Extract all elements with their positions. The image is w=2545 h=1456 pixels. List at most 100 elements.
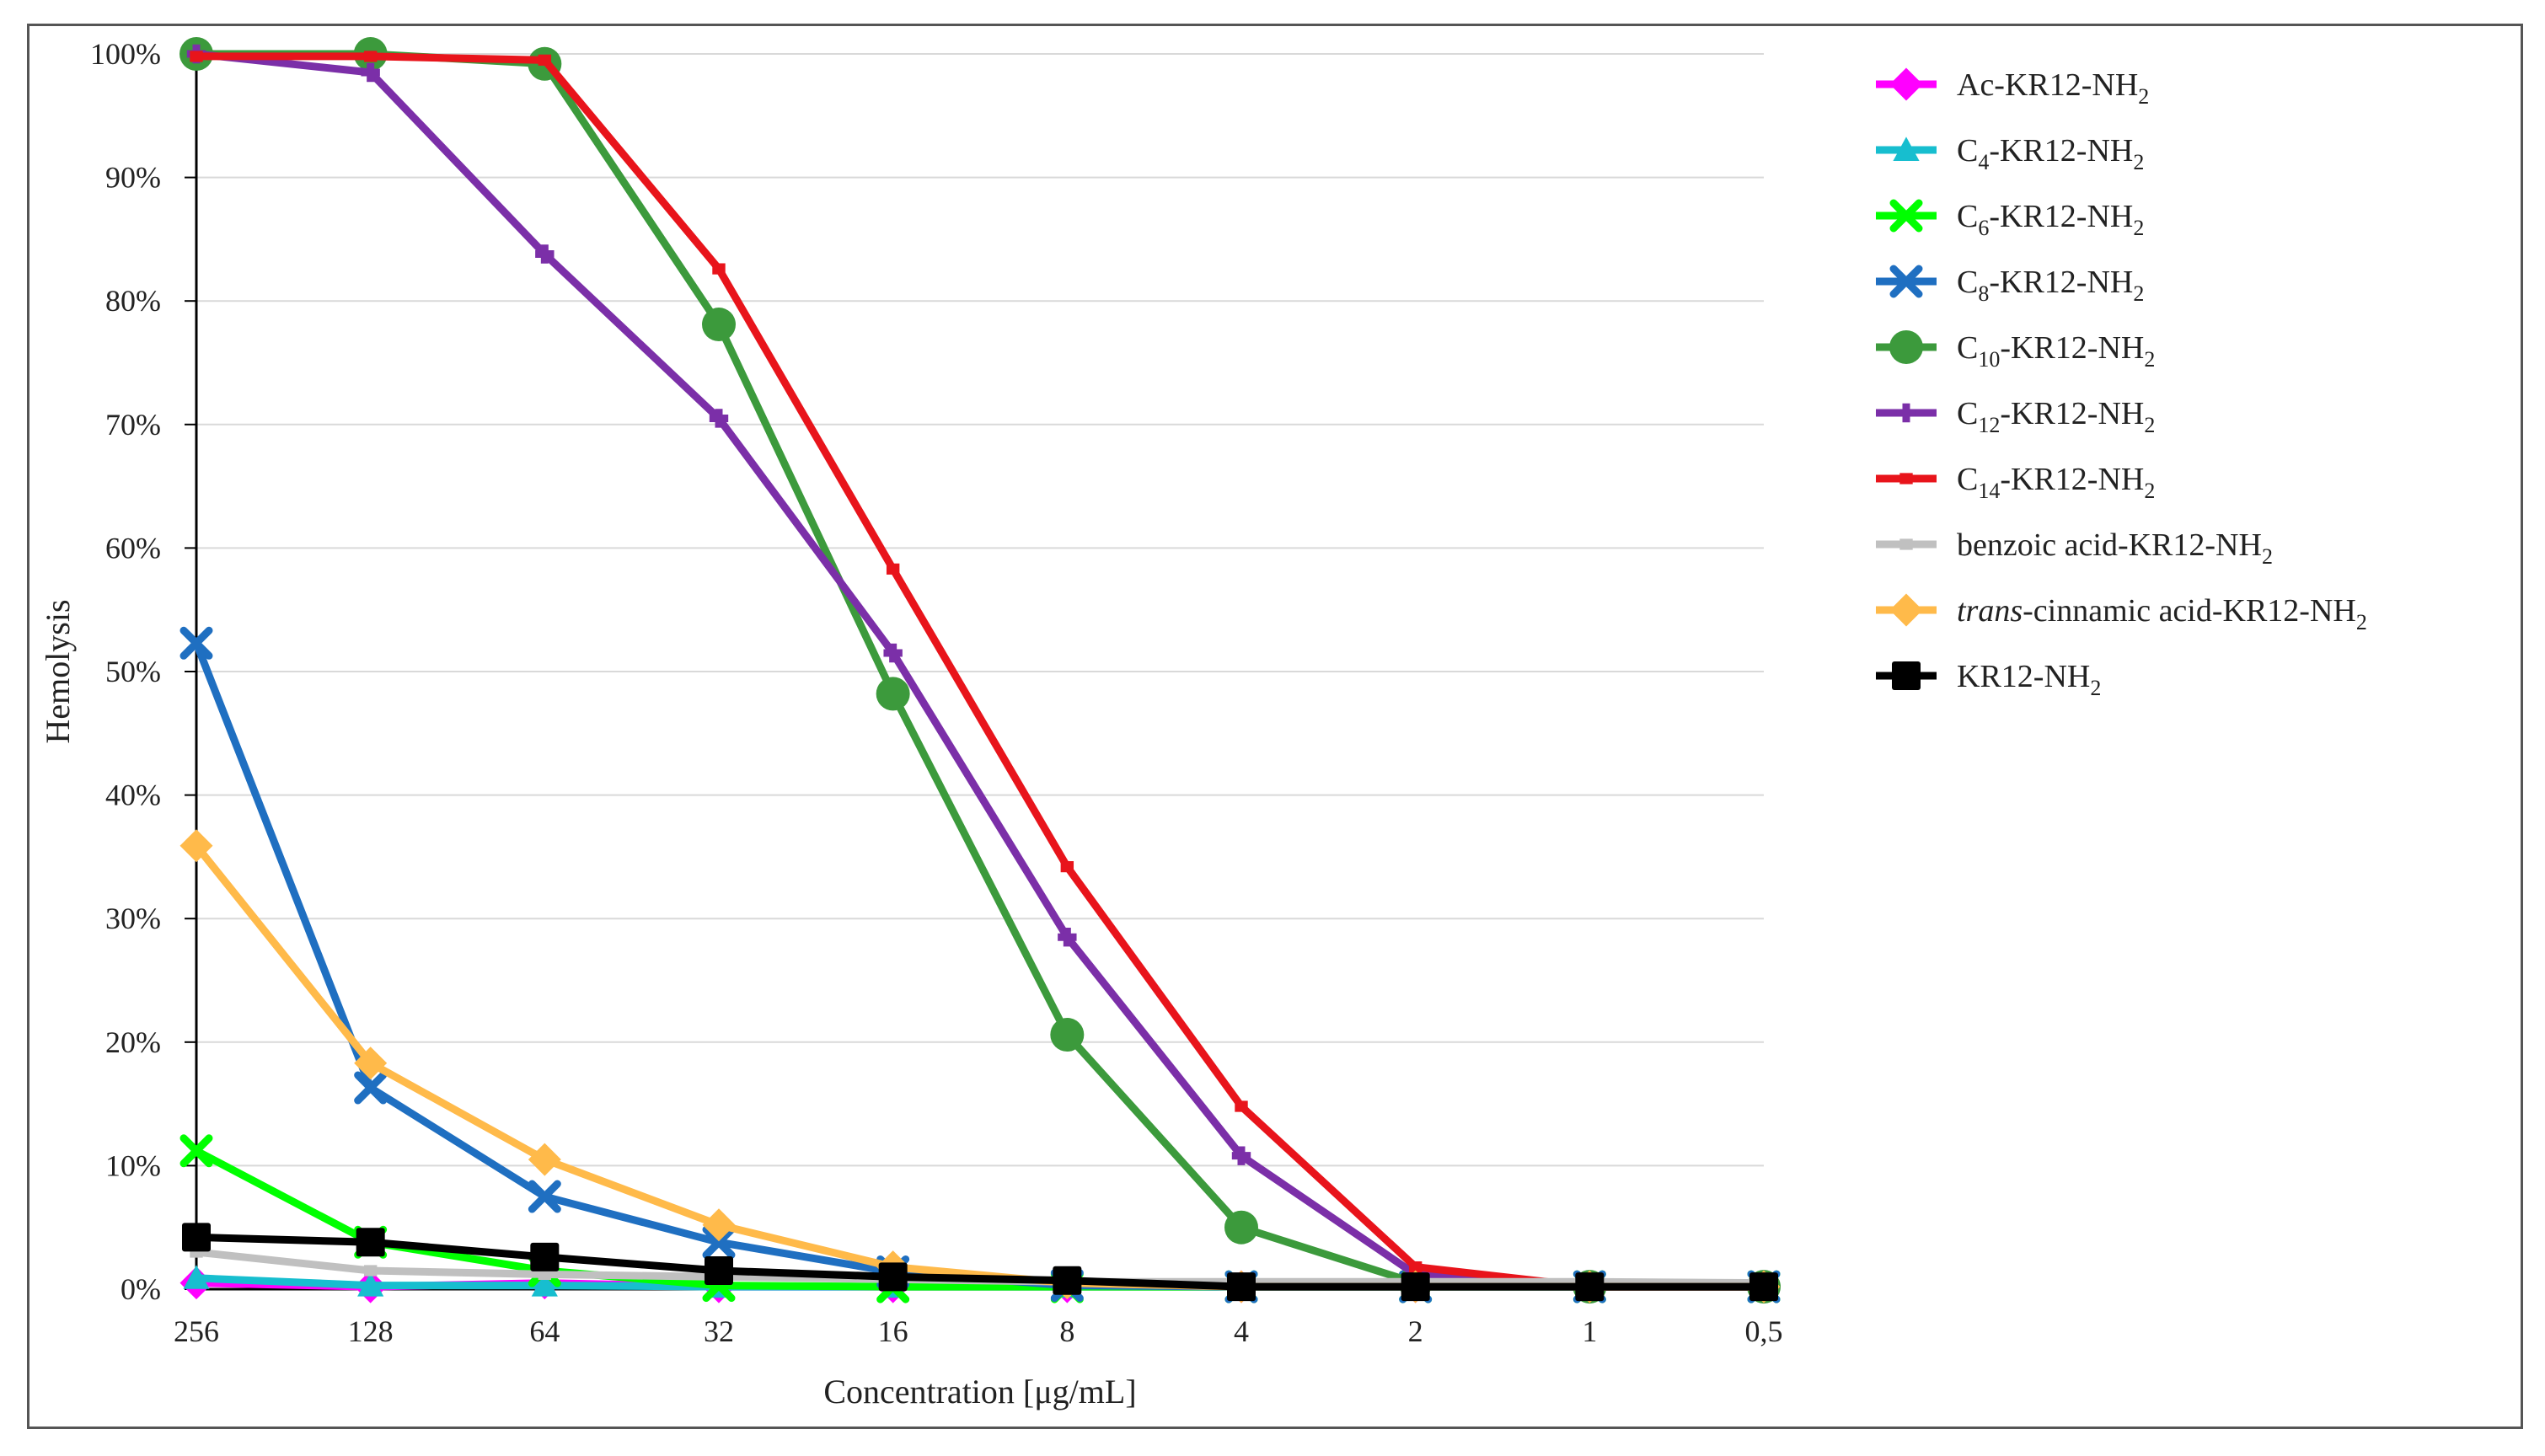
legend-swatch-marker <box>1889 199 1923 233</box>
x-tick-label: 1 <box>1582 1314 1597 1348</box>
data-point-trans-cinnamic-acid-kr12-nh2 <box>528 1143 561 1176</box>
x-tick-label: 64 <box>529 1314 560 1348</box>
x-tick-label: 32 <box>704 1314 734 1348</box>
legend-swatch-marker <box>1889 330 1923 364</box>
gridlines <box>196 53 1764 1167</box>
data-point-kr12-nh2 <box>1749 1272 1778 1302</box>
data-point-c4-kr12-nh2 <box>183 1265 210 1289</box>
legend-label: C4-KR12-NH2 <box>1957 133 2144 174</box>
data-point-c10-kr12-nh2 <box>702 308 736 342</box>
data-point-kr12-nh2 <box>705 1256 733 1286</box>
data-point-c10-kr12-nh2 <box>1050 1018 1085 1052</box>
data-point-c4-kr12-nh2 <box>357 1272 384 1297</box>
data-point-c14-kr12-nh2 <box>190 51 203 62</box>
data-point-c14-kr12-nh2 <box>538 54 552 66</box>
data-point-c4-kr12-nh2 <box>531 1272 558 1297</box>
legend-swatch-marker <box>1896 403 1916 423</box>
data-point-benzoic-acid-kr12-nh2 <box>363 1265 378 1277</box>
data-point-c12-kr12-nh2 <box>1231 1146 1251 1165</box>
y-tick-label: 50% <box>105 655 161 688</box>
data-point-c10-kr12-nh2 <box>876 677 910 711</box>
series-line-c6-kr12-nh2 <box>192 1147 1768 1291</box>
data-point-c12-kr12-nh2 <box>535 244 555 264</box>
legend-swatch-marker <box>1889 67 1923 101</box>
series-line-c10-kr12-nh2 <box>192 50 1768 1291</box>
data-point-c12-kr12-nh2 <box>883 643 903 663</box>
legend-swatch-marker <box>1899 538 1913 550</box>
data-point-kr12-nh2 <box>878 1262 908 1292</box>
y-axis-title: Hemolysis <box>39 599 77 743</box>
legend-label: C8-KR12-NH2 <box>1957 265 2144 306</box>
series-line-trans-cinnamic-acid-kr12-nh2 <box>192 842 1768 1291</box>
series-line-c14-kr12-nh2 <box>192 52 1768 1291</box>
data-point-trans-cinnamic-acid-kr12-nh2 <box>702 1208 736 1242</box>
data-point-c6-kr12-nh2 <box>179 1134 213 1168</box>
x-tick-label: 128 <box>348 1314 394 1348</box>
y-tick-label: 70% <box>105 408 161 442</box>
legend-label: C6-KR12-NH2 <box>1957 199 2144 240</box>
legend-item-c10-kr12-nh2: C10-KR12-NH2 <box>1876 330 2155 372</box>
legend-item-ac-kr12-nh2: Ac-KR12-NH2 <box>1876 67 2149 109</box>
series-line-kr12-nh2 <box>192 1233 1768 1291</box>
legend-swatch-marker <box>1889 593 1923 627</box>
legend-swatch-marker <box>1892 661 1921 690</box>
legend-label: Ac-KR12-NH2 <box>1957 67 2149 109</box>
legend-item-trans-cinnamic-acid-kr12-nh2: trans-cinnamic acid-KR12-NH2 <box>1876 593 2367 634</box>
x-tick-label: 8 <box>1059 1314 1074 1348</box>
data-point-c12-kr12-nh2 <box>361 62 380 83</box>
series-line-c12-kr12-nh2 <box>192 50 1768 1291</box>
legend-item-c6-kr12-nh2: C6-KR12-NH2 <box>1876 199 2144 240</box>
legend-item-kr12-nh2: KR12-NH2 <box>1876 659 2101 700</box>
data-point-c14-kr12-nh2 <box>1235 1100 1248 1112</box>
y-tick-label: 80% <box>105 284 161 318</box>
chart-frame <box>27 24 2523 1429</box>
data-point-c10-kr12-nh2 <box>1224 1210 1258 1245</box>
x-tick-label: 16 <box>878 1314 908 1348</box>
data-point-c14-kr12-nh2 <box>712 263 726 275</box>
series-group <box>179 37 1781 1304</box>
legend-label: KR12-NH2 <box>1957 659 2101 700</box>
data-point-kr12-nh2 <box>530 1242 560 1271</box>
x-tick-label: 0,5 <box>1745 1314 1783 1348</box>
y-tick-label: 40% <box>105 779 161 812</box>
data-point-c14-kr12-nh2 <box>1060 861 1074 873</box>
data-point-c8-kr12-nh2 <box>702 1225 736 1259</box>
data-point-kr12-nh2 <box>1575 1272 1605 1302</box>
legend-label: C12-KR12-NH2 <box>1957 396 2155 437</box>
legend-swatch-marker <box>1899 473 1913 484</box>
data-point-trans-cinnamic-acid-kr12-nh2 <box>179 829 213 863</box>
data-point-c8-kr12-nh2 <box>179 626 213 660</box>
data-point-kr12-nh2 <box>1227 1272 1256 1302</box>
data-point-c14-kr12-nh2 <box>1408 1261 1423 1273</box>
data-point-kr12-nh2 <box>182 1223 211 1252</box>
legend-label: C10-KR12-NH2 <box>1957 330 2155 372</box>
series-line-c8-kr12-nh2 <box>192 639 1768 1291</box>
data-point-c12-kr12-nh2 <box>709 409 729 428</box>
y-tick-label: 0% <box>121 1272 161 1306</box>
x-tick-label: 2 <box>1408 1314 1423 1348</box>
y-tick-label: 60% <box>105 531 161 565</box>
y-tick-label: 10% <box>105 1148 161 1182</box>
y-tick-label: 30% <box>105 902 161 935</box>
data-point-c14-kr12-nh2 <box>886 563 900 575</box>
x-tick-label: 4 <box>1234 1314 1249 1348</box>
data-point-trans-cinnamic-acid-kr12-nh2 <box>354 1046 388 1080</box>
legend-label: trans-cinnamic acid-KR12-NH2 <box>1957 593 2367 634</box>
data-point-c8-kr12-nh2 <box>354 1071 388 1105</box>
data-point-c14-kr12-nh2 <box>363 51 378 62</box>
legend-label: C14-KR12-NH2 <box>1957 462 2155 503</box>
legend-swatch-marker <box>1893 136 1920 161</box>
data-point-kr12-nh2 <box>1401 1272 1430 1302</box>
y-tick-label: 20% <box>105 1025 161 1059</box>
legend-item-benzoic-acid-kr12-nh2: benzoic acid-KR12-NH2 <box>1876 527 2273 569</box>
x-tick-label: 256 <box>174 1314 219 1348</box>
x-axis-title: Concentration [μg/mL] <box>823 1373 1136 1410</box>
y-tick-label: 90% <box>105 161 161 195</box>
legend-swatch-marker <box>1889 265 1923 298</box>
data-point-benzoic-acid-kr12-nh2 <box>538 1268 552 1281</box>
legend-label: benzoic acid-KR12-NH2 <box>1957 527 2273 569</box>
legend-item-c12-kr12-nh2: C12-KR12-NH2 <box>1876 396 2155 437</box>
legend-item-c14-kr12-nh2: C14-KR12-NH2 <box>1876 462 2155 503</box>
legend-item-c4-kr12-nh2: C4-KR12-NH2 <box>1876 133 2144 174</box>
